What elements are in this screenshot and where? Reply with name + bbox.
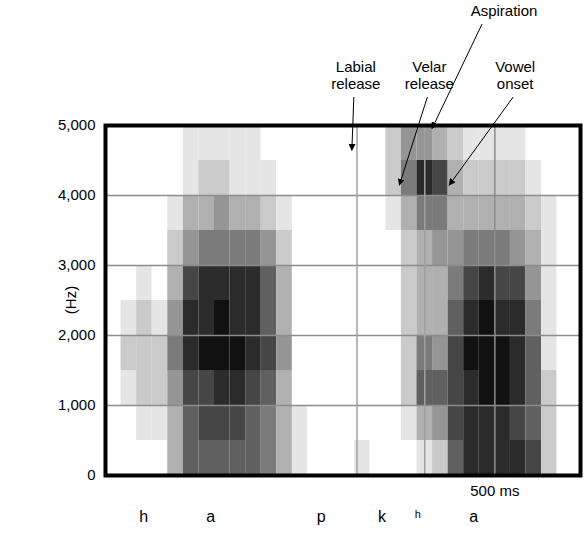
svg-text:0: 0 bbox=[87, 466, 95, 483]
svg-text:Velarrelease: Velarrelease bbox=[405, 58, 454, 92]
svg-text:h: h bbox=[139, 508, 148, 525]
svg-text:k: k bbox=[378, 508, 387, 525]
svg-text:a: a bbox=[206, 508, 215, 525]
svg-text:3,000: 3,000 bbox=[58, 256, 96, 273]
svg-text:2,000: 2,000 bbox=[58, 326, 96, 343]
svg-text:p: p bbox=[317, 508, 326, 525]
svg-text:Labialrelease: Labialrelease bbox=[331, 58, 380, 92]
svg-text:4,000: 4,000 bbox=[58, 186, 96, 203]
svg-text:500 ms: 500 ms bbox=[470, 482, 519, 499]
svg-text:(Hz): (Hz) bbox=[62, 286, 79, 314]
svg-text:ʰ: ʰ bbox=[415, 508, 421, 525]
svg-text:a: a bbox=[469, 508, 478, 525]
svg-text:1,000: 1,000 bbox=[58, 396, 96, 413]
svg-text:5,000: 5,000 bbox=[58, 116, 96, 133]
svg-text:Aspiration: Aspiration bbox=[471, 2, 538, 19]
svg-text:Vowelonset: Vowelonset bbox=[495, 58, 535, 92]
